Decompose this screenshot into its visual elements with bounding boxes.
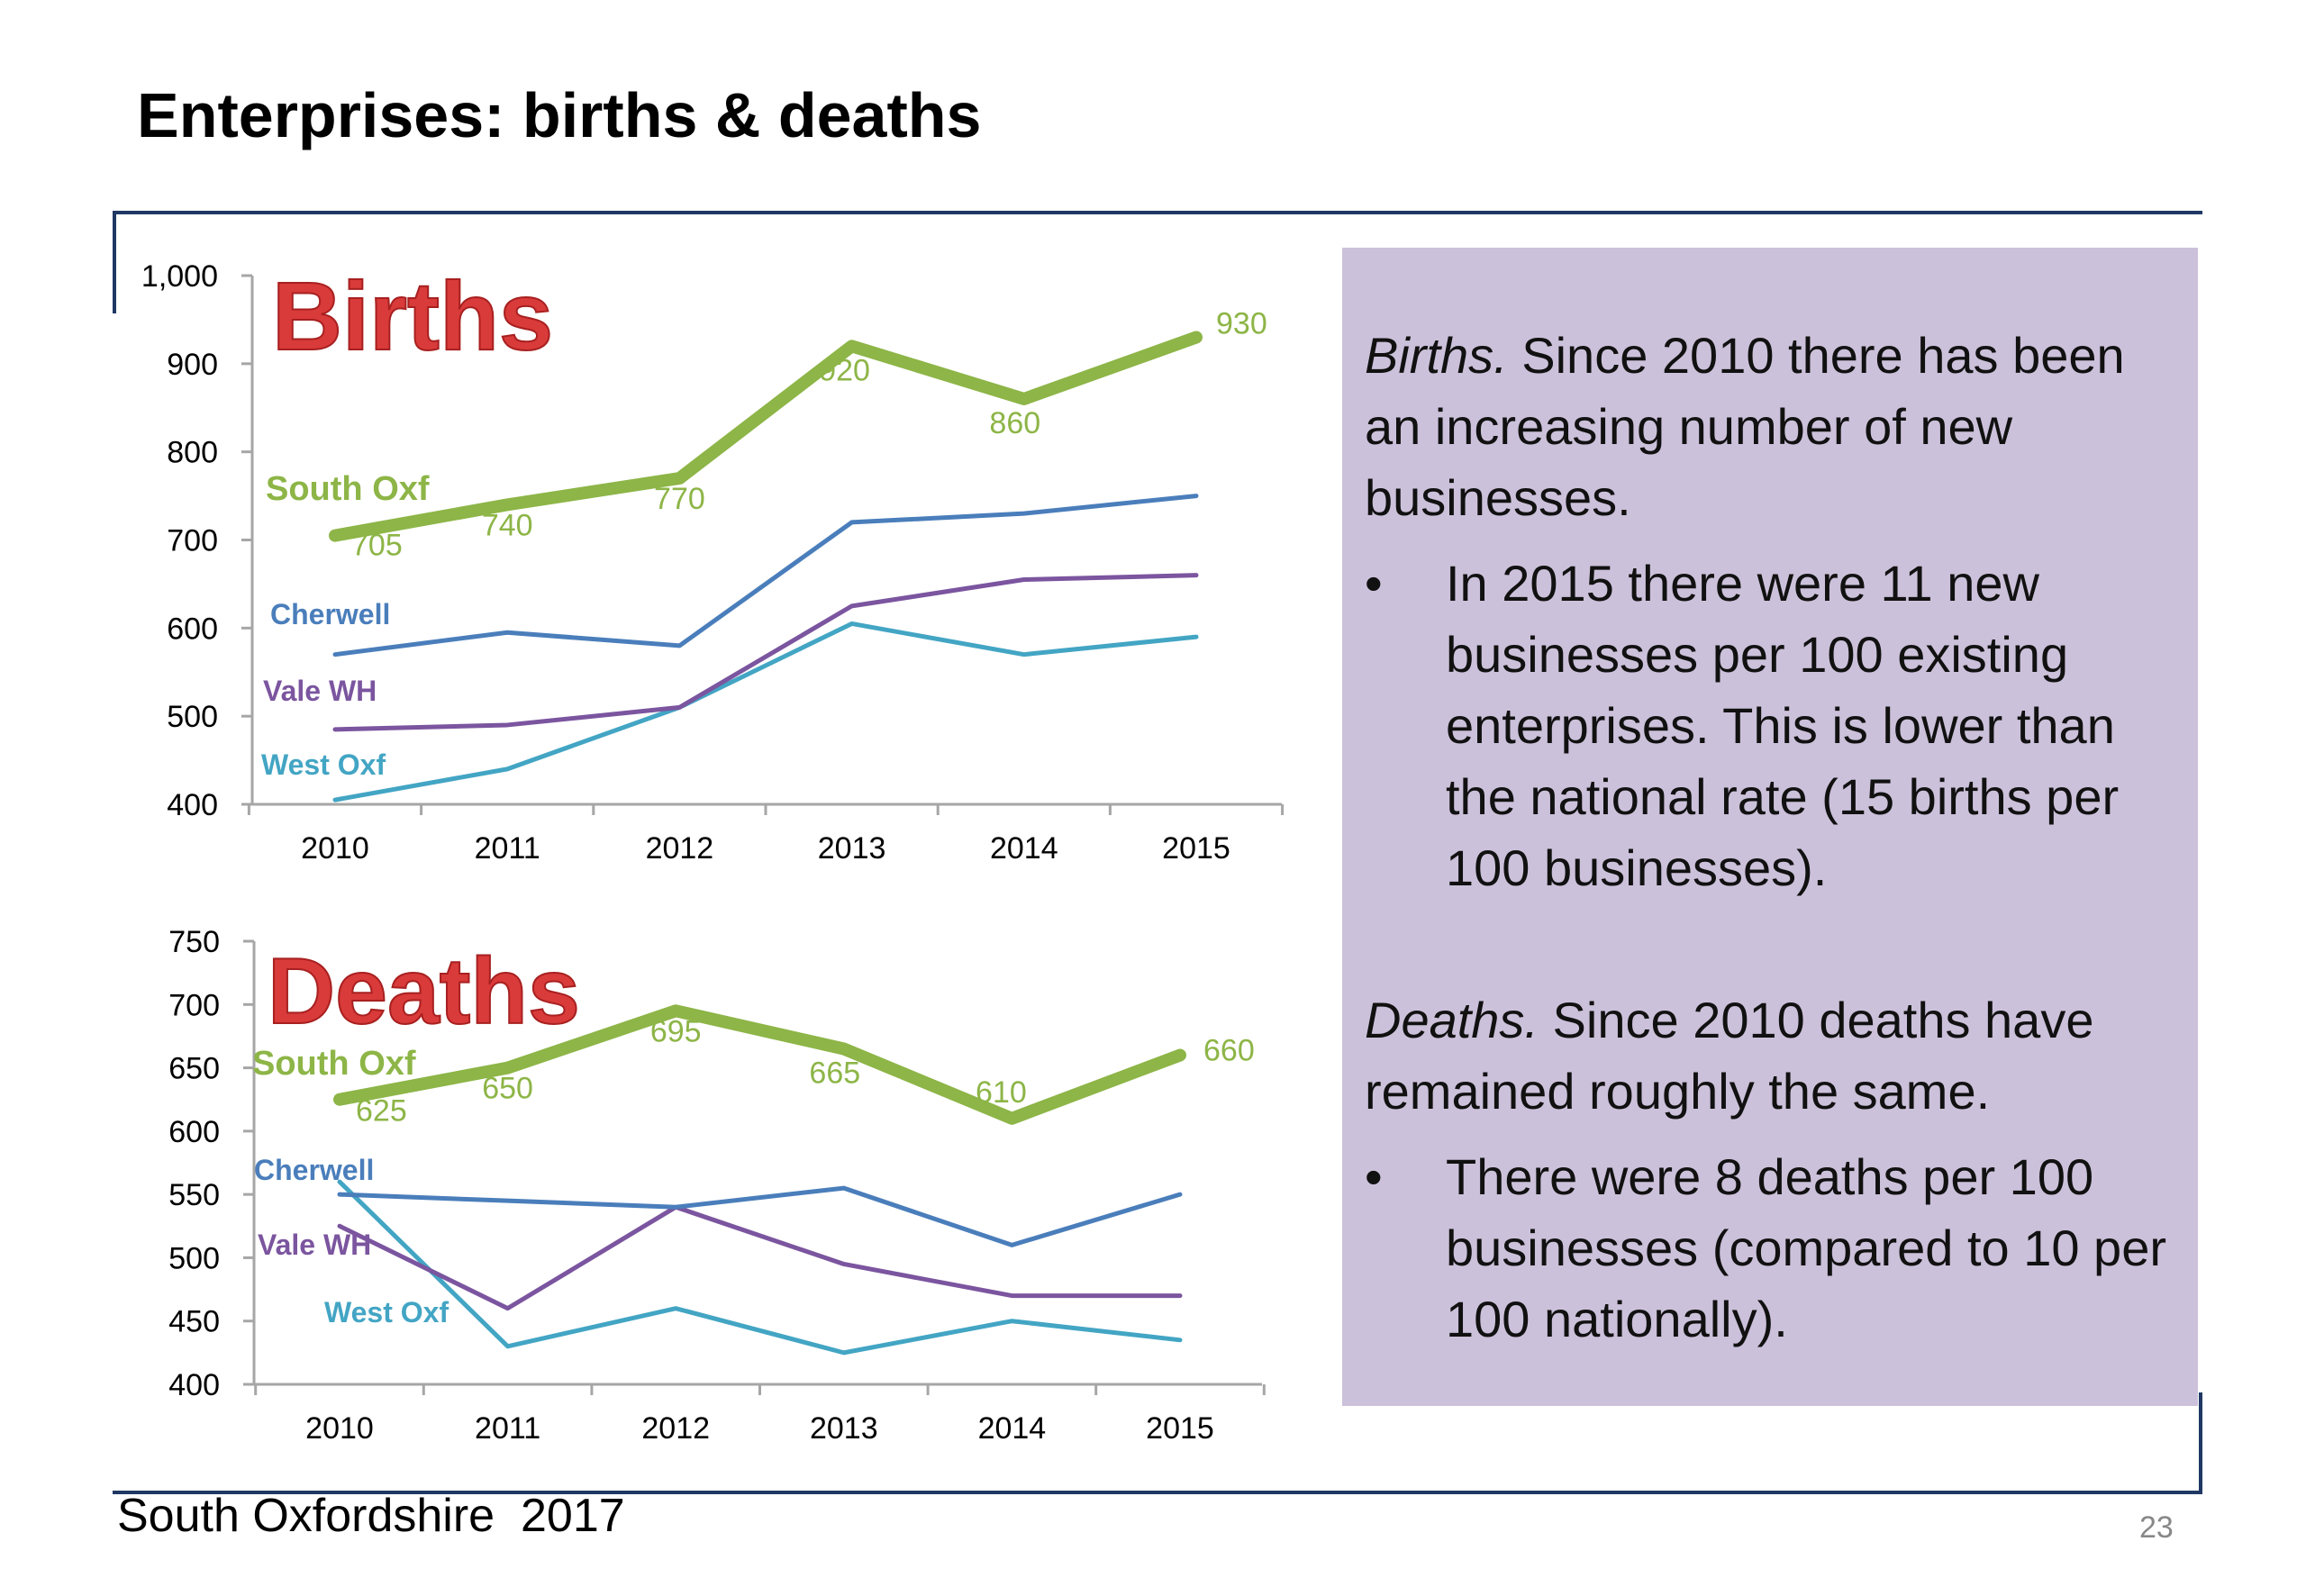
births-x-tick-label: 2014 [990,831,1058,866]
births-data-label: 740 [482,508,533,542]
deaths-paragraph: Deaths. Since 2010 deaths have remained … [1365,984,2173,1127]
deaths-data-label: 650 [482,1072,533,1106]
deaths-x-tick-label: 2015 [1146,1411,1214,1446]
births-y-tick-label: 1,000 [141,259,218,294]
deaths-text: Since 2010 deaths have remained roughly … [1365,992,2094,1120]
births-series-vale-wh [332,573,1199,732]
births-x-tick-label: 2010 [301,831,369,866]
frame-bottom-line [113,1491,2202,1494]
deaths-y-tick-label: 600 [168,1115,220,1149]
deaths-x-tick-label: 2011 [475,1411,540,1446]
deaths-data-label: 660 [1203,1034,1255,1068]
deaths-series-label: Cherwell [254,1154,374,1186]
births-chart: 400 500 600 700 800 900 1,000 2010 2011 2012 2013 2… [141,259,1285,866]
deaths-lead: Deaths. [1365,992,1539,1048]
bullet-marker: • [1365,1148,1383,1205]
deaths-data-label: 610 [976,1075,1027,1110]
births-x-tick-label: 2013 [818,831,886,866]
births-series-label: South Oxf [266,470,430,508]
deaths-x-tick-label: 2014 [978,1411,1047,1446]
footer-source: South Oxfordshire 2017 [117,1490,625,1542]
deaths-x-tick-label: 2012 [641,1411,710,1446]
births-data-label: 770 [654,482,705,516]
births-x-tick-label: 2011 [475,831,540,866]
deaths-y-tick-label: 500 [168,1241,220,1275]
births-data-label: 920 [819,353,870,387]
births-chart-title: Births [272,261,553,370]
slide-title: Enterprises: births & deaths [137,80,982,150]
deaths-x-tick-label: 2010 [305,1411,374,1446]
deaths-series-label: Vale WH [258,1229,371,1261]
births-x-tick-label: 2012 [646,831,714,866]
deaths-chart-title: Deaths [268,939,580,1044]
births-series-west-oxf [332,621,1199,803]
deaths-series-south-oxf [333,1004,1186,1125]
deaths-bullet: • There were 8 deaths per 100 businesses… [1365,1141,2173,1355]
deaths-data-label: 625 [356,1094,407,1129]
births-y-tick-label: 400 [167,788,218,822]
deaths-series-vale-wh [337,1204,1183,1311]
births-bullet-text: In 2015 there were 11 new businesses per… [1446,555,2120,896]
deaths-bullet-text: There were 8 deaths per 100 businesses (… [1446,1148,2166,1347]
births-lead: Births. [1365,327,1508,384]
deaths-series-cherwell [337,1185,1183,1247]
births-paragraph: Births. Since 2010 there has been an inc… [1365,320,2173,533]
deaths-data-label: 695 [650,1014,702,1048]
page-number: 23 [2139,1510,2174,1545]
deaths-y-tick-label: 400 [168,1368,220,1402]
births-data-label: 930 [1216,306,1267,340]
births-data-label: 705 [351,529,403,563]
births-series-label: Vale WH [263,675,377,707]
births-x-tick-label: 2015 [1162,831,1230,866]
deaths-series-label: West Oxf [324,1296,449,1328]
births-series-south-oxf [329,331,1203,542]
deaths-y-tick-label: 550 [168,1178,220,1212]
births-series-cherwell [332,494,1199,657]
deaths-x-tick-label: 2013 [810,1411,878,1446]
deaths-chart: 400 450 500 550 600 650 700 750 2010 2011 2012 2013… [168,925,1266,1446]
births-y-tick-label: 700 [167,524,218,558]
frame-right-line [2199,1392,2202,1494]
births-series-label: Cherwell [270,598,390,630]
deaths-data-label: 665 [809,1056,860,1090]
births-y-tick-label: 600 [167,612,218,646]
births-text: Since 2010 there has been an increasing … [1365,327,2125,526]
deaths-y-tick-label: 650 [168,1052,220,1086]
births-bullet: • In 2015 there were 11 new businesses p… [1365,548,2173,903]
deaths-series-west-oxf [337,1179,1183,1356]
frame-top-line [113,211,2202,214]
births-series-label: West Oxf [261,748,386,781]
frame-left-line [113,211,116,313]
deaths-y-tick-label: 700 [168,988,220,1022]
bullet-marker: • [1365,555,1383,612]
births-y-tick-label: 500 [167,700,218,734]
deaths-series-label: South Oxf [252,1045,416,1083]
commentary-panel: Births. Since 2010 there has been an inc… [1342,248,2198,1406]
births-y-tick-label: 800 [167,436,218,470]
deaths-y-tick-label: 450 [168,1305,220,1339]
births-y-tick-label: 900 [167,348,218,382]
deaths-y-tick-label: 750 [168,925,220,959]
births-data-label: 860 [989,406,1040,440]
